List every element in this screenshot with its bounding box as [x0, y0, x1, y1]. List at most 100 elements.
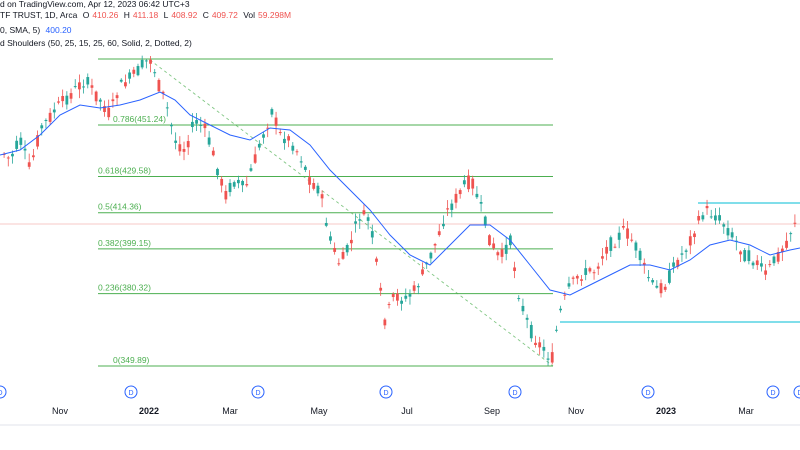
- fibonacci-levels[interactable]: [98, 58, 553, 367]
- candle-body: [684, 250, 688, 252]
- candle-body: [429, 252, 433, 259]
- candle-body: [345, 244, 349, 253]
- candle-body: [571, 277, 575, 279]
- candle-body: [450, 203, 454, 210]
- candle-body: [349, 239, 353, 244]
- candle-body: [186, 141, 190, 148]
- fib-label: 0.618(429.58): [98, 166, 151, 176]
- candle-body: [354, 221, 357, 224]
- candle-body: [584, 268, 588, 275]
- candle-body: [211, 150, 215, 156]
- fib-label: 0.382(399.15): [98, 238, 151, 248]
- candle-body: [249, 168, 253, 171]
- candle-body: [15, 140, 19, 149]
- candle-body: [379, 287, 383, 291]
- candle-body: [153, 72, 157, 74]
- candle-body: [86, 77, 90, 85]
- candle-body: [161, 91, 165, 94]
- candle-body: [19, 137, 23, 145]
- symbol-title[interactable]: TF TRUST, 1D, Arca: [0, 10, 78, 20]
- chart-overlays: [0, 59, 800, 426]
- candle-body: [504, 244, 508, 254]
- dividend-marker: D: [508, 385, 522, 399]
- header-line-3[interactable]: 0, SMA, 5) 400.20: [0, 25, 75, 36]
- fibonacci-labels: 0.786(451.24) 0.618(429.58) 0.5(414.36) 0.3…: [98, 114, 166, 365]
- candle-body: [709, 216, 713, 218]
- candle-body: [78, 82, 81, 90]
- candle-body: [136, 66, 140, 76]
- candle-body: [391, 294, 395, 298]
- candle-body: [44, 119, 48, 121]
- candle-body: [90, 85, 94, 88]
- candle-body: [23, 148, 27, 151]
- candle-body: [617, 232, 621, 240]
- candle-body: [228, 182, 232, 193]
- candle-body: [82, 86, 85, 88]
- candle-body: [437, 231, 441, 236]
- pattern-indicator-label: d Shoulders (50, 25, 15, 25, 60, Solid, …: [0, 38, 192, 48]
- candle-body: [659, 283, 663, 294]
- candle-body: [513, 267, 516, 272]
- candle-body: [278, 131, 282, 134]
- candle-body: [776, 252, 780, 262]
- dividend-letter: D: [770, 390, 775, 397]
- candle-body: [400, 300, 403, 304]
- open-label: O: [82, 10, 90, 20]
- candle-body: [764, 270, 768, 275]
- candle-body: [780, 248, 784, 253]
- candle-body: [601, 256, 604, 259]
- dividend-marker: D: [379, 385, 393, 399]
- x-axis-label: Sep: [484, 406, 500, 416]
- fib-label: 0(349.89): [113, 355, 150, 365]
- dividend-markers[interactable]: DDDDDDDD: [0, 385, 800, 399]
- volume-label: Vol: [243, 10, 256, 20]
- candle-body: [40, 125, 44, 129]
- candle-body: [655, 285, 659, 288]
- candle-body: [651, 280, 655, 283]
- candle-body: [370, 231, 374, 238]
- candle-body: [149, 59, 152, 64]
- candle-body: [722, 224, 726, 227]
- candle-body: [416, 286, 420, 288]
- candle-body: [408, 294, 412, 297]
- time-axis[interactable]: Nov 2022 Mar May Jul Sep Nov 2023 Mar: [52, 406, 754, 416]
- candle-body: [697, 216, 701, 221]
- candle-body: [726, 228, 730, 236]
- candle-body: [605, 246, 609, 254]
- candle-body: [262, 134, 265, 138]
- header-line-4[interactable]: d Shoulders (50, 25, 15, 25, 60, Solid, …: [0, 38, 195, 49]
- candle-body: [207, 137, 211, 145]
- candle-body: [647, 277, 650, 279]
- candle-body: [667, 270, 671, 283]
- open-value: 410.26: [92, 10, 119, 20]
- candle-body: [320, 194, 324, 199]
- candle-body: [140, 59, 144, 68]
- candle-body: [609, 237, 613, 251]
- candle-body: [672, 262, 675, 267]
- candle-body: [337, 263, 341, 265]
- candle-body: [755, 260, 759, 266]
- dividend-circle: [251, 385, 265, 399]
- high-label: H: [123, 10, 130, 20]
- candle-body: [387, 304, 391, 306]
- candle-body: [676, 259, 680, 267]
- dividend-letter: D: [645, 390, 650, 397]
- candle-body: [525, 317, 529, 320]
- candle-body: [174, 140, 178, 143]
- dividend-marker: D: [0, 385, 7, 399]
- candle-body: [237, 179, 240, 184]
- sma-line: [0, 91, 800, 296]
- candle-body: [442, 223, 445, 227]
- candle-body: [383, 319, 387, 326]
- x-axis-label: Nov: [568, 406, 585, 416]
- candle-body: [475, 193, 479, 198]
- candle-body: [596, 266, 600, 269]
- dividend-circle: [766, 385, 780, 399]
- dividend-circle: [641, 385, 655, 399]
- candle-body: [396, 293, 399, 301]
- candle-body: [634, 242, 638, 251]
- sma-indicator-label: 0, SMA, 5): [0, 25, 41, 35]
- candle-body: [65, 95, 69, 105]
